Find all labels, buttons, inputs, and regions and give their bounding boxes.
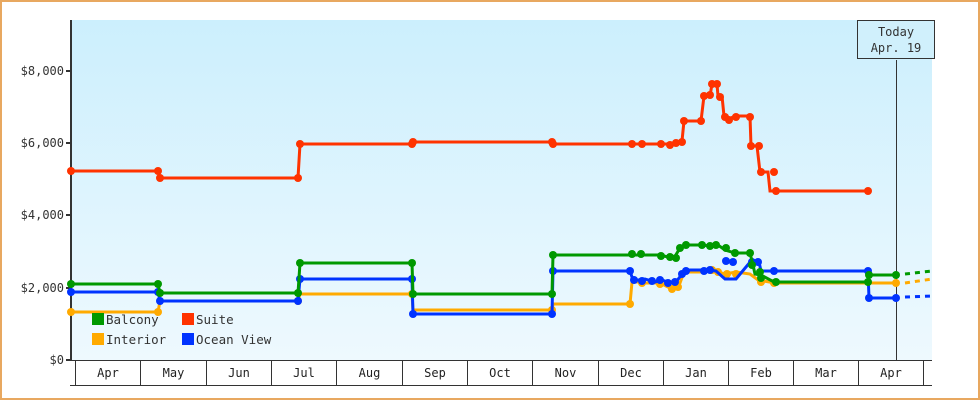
x-tick-label: Dec [620, 366, 642, 380]
y-tick-label: $2,000 [20, 281, 64, 295]
today-label: Today [877, 25, 915, 39]
legend-item-balcony[interactable]: Balcony [92, 312, 159, 328]
today-date: Apr. 19 [870, 41, 922, 55]
x-tick-label: Aug [358, 366, 381, 380]
legend-swatch-icon [92, 313, 104, 325]
x-axis [70, 360, 932, 386]
x-tick-label: Apr [880, 366, 902, 380]
x-tick-label: Jul [293, 366, 315, 380]
y-tick-label: $0 [49, 353, 64, 367]
x-tick-label: Apr [97, 366, 119, 380]
series-balcony [67, 241, 933, 298]
x-tick-label: Sep [424, 366, 446, 380]
legend-swatch-icon [92, 333, 104, 345]
y-tick-label: $8,000 [20, 64, 64, 78]
legend-swatch-icon [182, 333, 194, 345]
x-tick-label: Nov [554, 366, 577, 380]
x-tick-label: Mar [815, 366, 837, 380]
y-tick-label: $6,000 [20, 136, 64, 150]
legend-swatch-icon [182, 313, 194, 325]
x-tick-label: Oct [489, 366, 511, 380]
series-suite [67, 80, 872, 195]
legend-item-interior[interactable]: Interior [92, 332, 166, 348]
legend-item-suite[interactable]: Suite [182, 312, 234, 328]
x-tick-label: Jan [685, 366, 707, 380]
today-marker: Today Apr. 19 [857, 20, 935, 59]
x-tick-label: May [162, 366, 185, 380]
y-tick-label: $4,000 [20, 208, 64, 222]
x-tick-label: Feb [750, 366, 772, 380]
legend-item-ocean-view[interactable]: Ocean View [182, 332, 271, 348]
x-tick-label: Jun [228, 366, 250, 380]
